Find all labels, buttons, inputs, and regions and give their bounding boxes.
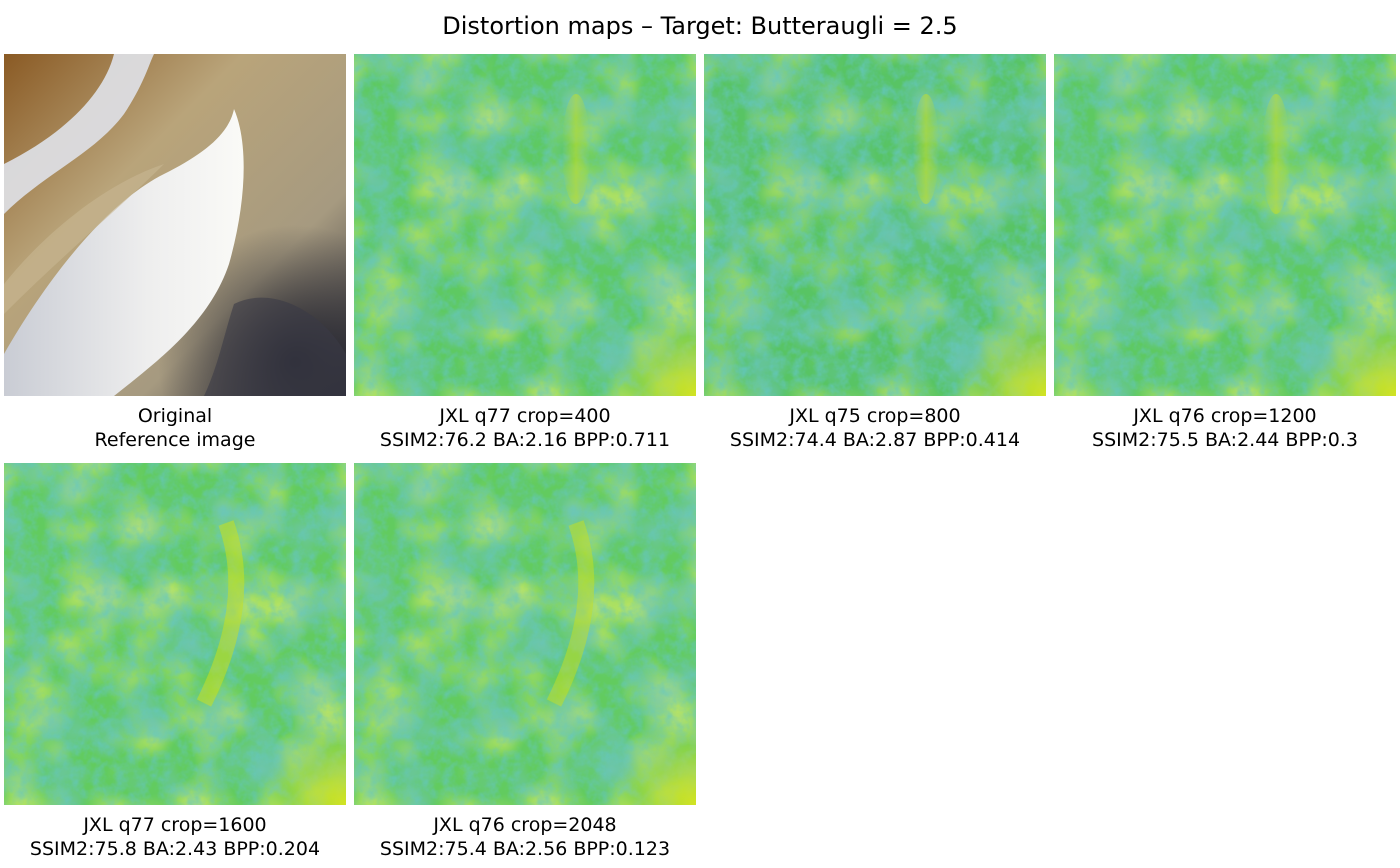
caption-line1: JXL q77 crop=1600 [83, 814, 267, 836]
panel-caption: JXL q77 crop=400 SSIM2:76.2 BA:2.16 BPP:… [334, 404, 716, 452]
panel-caption: JXL q77 crop=1600 SSIM2:75.8 BA:2.43 BPP… [0, 813, 366, 861]
distortion-heatmap [354, 463, 696, 805]
distortion-heatmap [1054, 54, 1396, 396]
caption-line2: SSIM2:75.5 BA:2.44 BPP:0.3 [1092, 429, 1358, 451]
panel-caption: JXL q76 crop=1200 SSIM2:75.5 BA:2.44 BPP… [1034, 404, 1400, 452]
caption-line2: Reference image [94, 429, 256, 451]
panel-caption: JXL q76 crop=2048 SSIM2:75.4 BA:2.56 BPP… [334, 813, 716, 861]
caption-line1: JXL q76 crop=2048 [433, 814, 617, 836]
caption-line1: JXL q76 crop=1200 [1133, 405, 1317, 427]
original-reference-image [4, 54, 346, 396]
distortion-heatmap [354, 54, 696, 396]
figure-title: Distortion maps – Target: Butteraugli = … [442, 12, 958, 40]
caption-line2: SSIM2:75.8 BA:2.43 BPP:0.204 [29, 838, 321, 860]
panel-caption: Original Reference image [0, 404, 366, 452]
caption-line1: Original [137, 405, 213, 427]
panel-caption: JXL q75 crop=800 SSIM2:74.4 BA:2.87 BPP:… [684, 404, 1066, 452]
caption-line2: SSIM2:76.2 BA:2.16 BPP:0.711 [379, 429, 671, 451]
distortion-heatmap [704, 54, 1046, 396]
caption-line1: JXL q75 crop=800 [789, 405, 961, 427]
distortion-heatmap [4, 463, 346, 805]
caption-line1: JXL q77 crop=400 [439, 405, 611, 427]
caption-line2: SSIM2:75.4 BA:2.56 BPP:0.123 [379, 838, 671, 860]
caption-line2: SSIM2:74.4 BA:2.87 BPP:0.414 [729, 429, 1021, 451]
